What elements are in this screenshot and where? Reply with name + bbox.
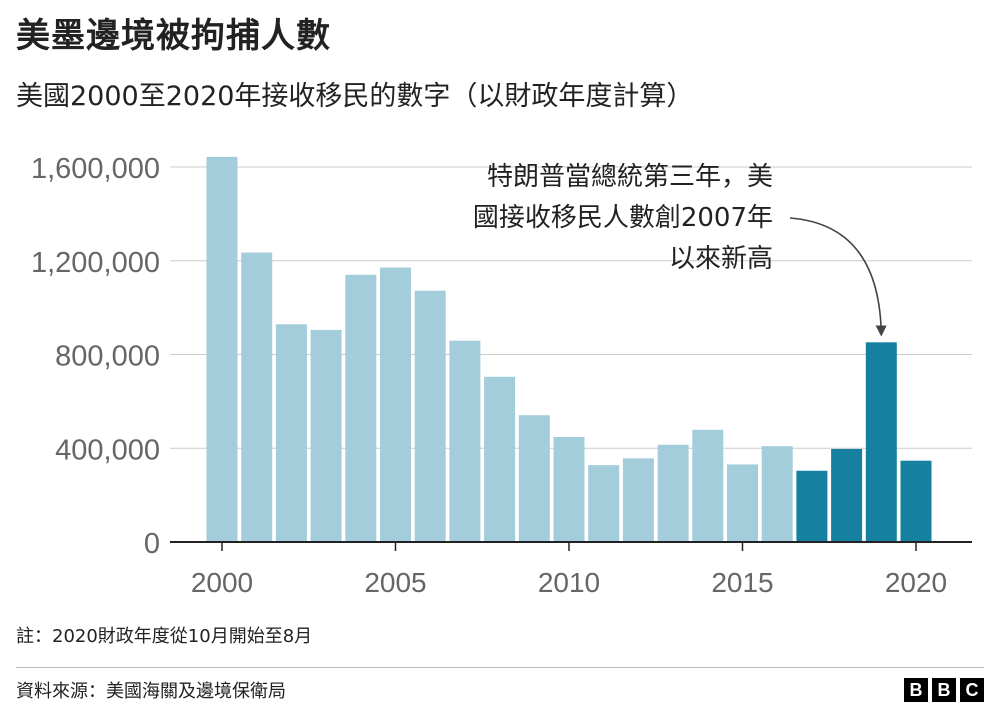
chart-subtitle: 美國2000至2020年接收移民的數字（以財政年度計算） — [16, 81, 694, 112]
annotation-text-line: 以來新高 — [669, 244, 773, 274]
bar — [831, 448, 863, 542]
bar — [449, 340, 481, 542]
bar — [588, 465, 620, 542]
footnote: 註：2020財政年度從10月開始至8月 — [16, 626, 313, 647]
bar — [553, 437, 585, 542]
bar — [900, 460, 932, 542]
y-tick-label: 800,000 — [55, 341, 160, 373]
bar — [518, 415, 550, 542]
bar — [727, 464, 758, 542]
x-tick-label: 2000 — [191, 567, 253, 598]
annotation-text-line: 國接收移民人數創2007年 — [473, 203, 773, 233]
y-tick-label: 400,000 — [55, 434, 160, 466]
bar — [657, 444, 689, 542]
y-tick-label: 1,200,000 — [31, 247, 160, 279]
source-credit: 資料來源：美國海關及邊境保衛局 — [16, 681, 286, 702]
y-tick-label: 1,600,000 — [31, 153, 160, 185]
bar — [414, 290, 446, 542]
x-tick-label: 2010 — [538, 567, 600, 598]
bar — [484, 376, 516, 542]
x-tick-label: 2005 — [364, 567, 426, 598]
annotation-text-line: 特朗普當總統第三年，美 — [487, 162, 773, 192]
footer-divider — [16, 667, 984, 668]
logo-letter-b2: B — [932, 678, 956, 702]
bar — [865, 342, 897, 542]
chart-title: 美墨邊境被拘捕人數 — [16, 16, 331, 56]
bar-chart: 0 400,000 800,000 1,200,000 1,600,000 2000 200… — [31, 153, 972, 598]
bar — [206, 156, 238, 542]
y-tick-label: 0 — [144, 528, 160, 560]
bar — [380, 267, 411, 542]
bar — [692, 429, 724, 542]
bar — [345, 274, 377, 542]
x-tick-label: 2015 — [711, 567, 773, 598]
logo-letter-c: C — [960, 678, 984, 702]
bar — [761, 446, 793, 542]
annotation-arrow — [789, 217, 887, 337]
bar — [275, 324, 307, 542]
bbc-logo: B B C — [904, 678, 984, 702]
x-tick-label: 2020 — [885, 567, 947, 598]
bar — [622, 458, 654, 542]
bar — [241, 252, 273, 542]
bar — [796, 470, 828, 542]
bar — [310, 329, 342, 542]
logo-letter-b1: B — [904, 678, 928, 702]
